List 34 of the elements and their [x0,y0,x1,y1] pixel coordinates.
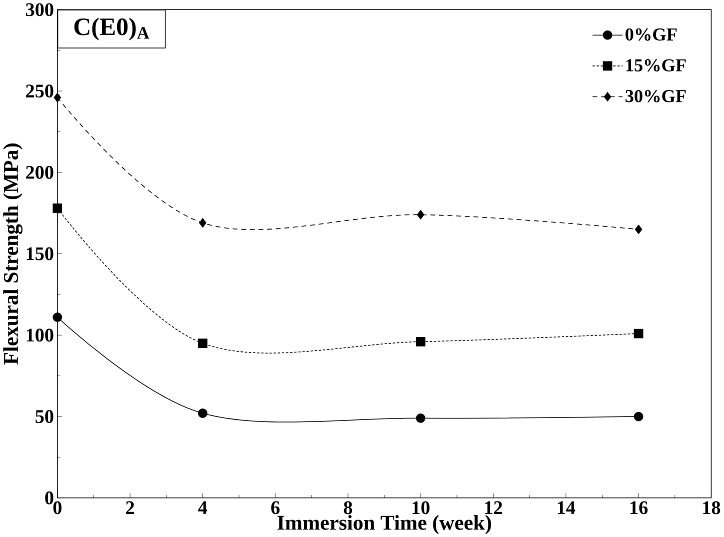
x-tick-label: 14 [558,501,576,514]
point [198,408,208,418]
point [416,413,426,423]
point [54,92,62,102]
point [199,218,206,228]
point [417,210,424,220]
point [634,412,644,422]
point [198,338,208,348]
x-tick-label: 6 [271,501,280,514]
legend-label: 0%GF [626,28,677,41]
x-tick-label: 4 [198,501,208,514]
point [52,312,62,322]
x-tick-label: 16 [630,501,648,514]
x-tick-label: 12 [485,501,502,514]
x-tick-label: 2 [126,501,134,514]
x-axis-title: Immersion Time (week) [277,514,491,534]
legend-label: 30%GF [626,90,686,102]
point [52,203,62,213]
x-tick-label: 10 [412,501,430,514]
y-tick-label: 300 [26,3,54,16]
annotation: C(E0)$_{A}$ [74,18,150,40]
y-tick-label: 50 [36,410,54,423]
point [416,336,426,346]
y-tick-label: 150 [26,247,54,260]
y-tick-label: 100 [26,328,54,342]
legend-label: 15%GF [626,58,686,72]
y-tick-label: 200 [26,166,54,179]
point [634,224,642,234]
point [634,328,644,338]
y-tick-label: 0 [45,491,54,504]
x-tick-label: 8 [344,501,352,514]
y-tick-label: 250 [26,84,54,98]
x-tick-label: 18 [703,501,720,514]
y-axis-title: Flexural Strength (MPa) [3,143,23,364]
